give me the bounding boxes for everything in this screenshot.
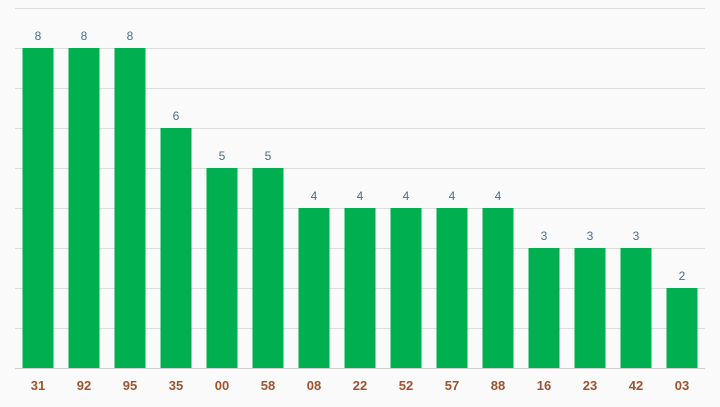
x-tick-label-57: 57 <box>445 378 459 393</box>
bar-22 <box>344 208 376 368</box>
data-labels: 8 8 8 6 5 5 4 4 4 4 4 3 3 3 2 <box>35 29 686 283</box>
data-label-95: 8 <box>127 29 134 43</box>
data-label-22: 4 <box>357 189 364 203</box>
x-tick-label-23: 23 <box>583 378 597 393</box>
bar-92 <box>68 48 100 368</box>
x-tick-label-42: 42 <box>629 378 643 393</box>
x-tick-label-22: 22 <box>353 378 367 393</box>
x-tick-label-35: 35 <box>169 378 183 393</box>
data-label-31: 8 <box>35 29 42 43</box>
x-tick-label-31: 31 <box>31 378 45 393</box>
x-tick-label-88: 88 <box>491 378 505 393</box>
bar-16 <box>528 248 560 368</box>
data-label-58: 5 <box>265 149 272 163</box>
bar-52 <box>390 208 422 368</box>
bar-88 <box>482 208 514 368</box>
x-tick-label-58: 58 <box>261 378 275 393</box>
data-label-42: 3 <box>633 229 640 243</box>
bars <box>22 48 698 368</box>
x-tick-label-16: 16 <box>537 378 551 393</box>
x-tick-label-08: 08 <box>307 378 321 393</box>
x-axis-tick-labels: 31 92 95 35 00 58 08 22 52 57 88 16 23 42 03 <box>31 378 689 393</box>
x-tick-label-95: 95 <box>123 378 137 393</box>
bar-57 <box>436 208 468 368</box>
data-label-23: 3 <box>587 229 594 243</box>
data-label-03: 2 <box>679 269 686 283</box>
data-label-92: 8 <box>81 29 88 43</box>
bar-95 <box>114 48 146 368</box>
data-label-52: 4 <box>403 189 410 203</box>
bar-31 <box>22 48 54 368</box>
data-label-16: 3 <box>541 229 548 243</box>
data-label-88: 4 <box>495 189 502 203</box>
bar-42 <box>620 248 652 368</box>
data-label-57: 4 <box>449 189 456 203</box>
bar-58 <box>252 168 284 368</box>
bar-35 <box>160 128 192 368</box>
data-label-35: 6 <box>173 109 180 123</box>
data-label-08: 4 <box>311 189 318 203</box>
x-tick-label-00: 00 <box>215 378 229 393</box>
bar-23 <box>574 248 606 368</box>
x-tick-label-52: 52 <box>399 378 413 393</box>
x-tick-label-03: 03 <box>675 378 689 393</box>
bar-00 <box>206 168 238 368</box>
data-label-00: 5 <box>219 149 226 163</box>
x-tick-label-92: 92 <box>77 378 91 393</box>
bar-08 <box>298 208 330 368</box>
bar-03 <box>666 288 698 368</box>
